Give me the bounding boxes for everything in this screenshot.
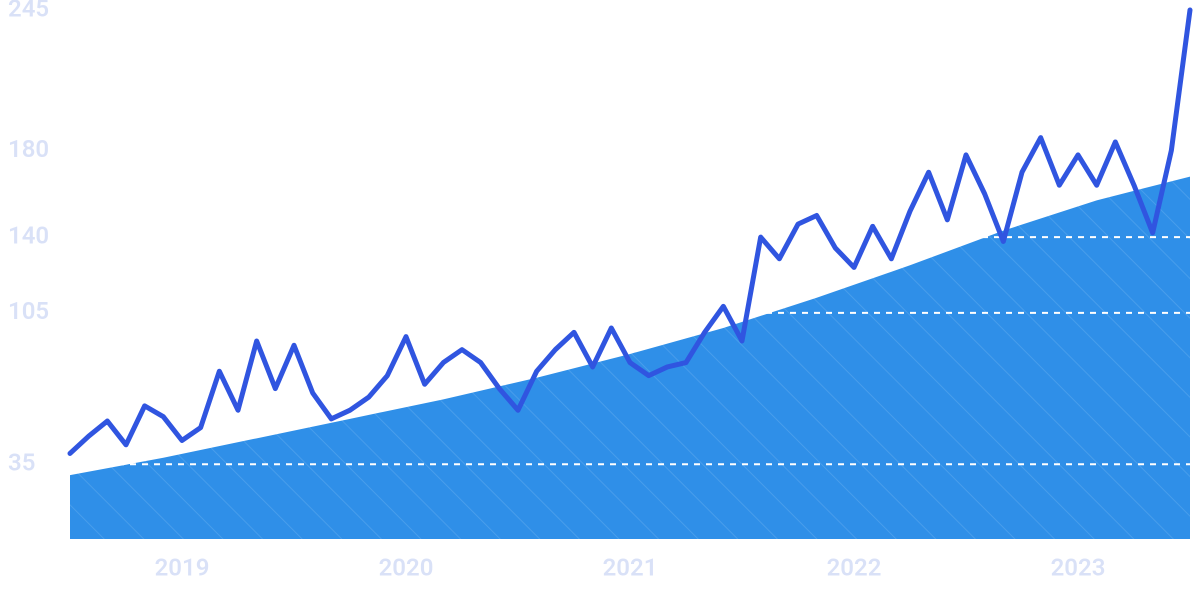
- y-axis-labels: 35 105 140 180 245: [8, 0, 49, 477]
- time-series-chart: 35 105 140 180 245 2019 2020 2021 2022 2023: [0, 0, 1200, 599]
- y-tick-label: 140: [8, 221, 49, 249]
- x-tick-label: 2022: [827, 554, 882, 582]
- chart-svg: 35 105 140 180 245 2019 2020 2021 2022 2023: [0, 0, 1200, 599]
- x-tick-label: 2021: [603, 554, 658, 582]
- y-tick-label: 245: [8, 0, 49, 22]
- x-axis-labels: 2019 2020 2021 2022 2023: [155, 554, 1106, 582]
- y-tick-label: 180: [8, 135, 49, 163]
- x-tick-label: 2020: [379, 554, 434, 582]
- x-tick-label: 2019: [155, 554, 210, 582]
- y-tick-label: 105: [8, 297, 49, 325]
- x-tick-label: 2023: [1051, 554, 1106, 582]
- y-tick-label: 35: [8, 449, 35, 477]
